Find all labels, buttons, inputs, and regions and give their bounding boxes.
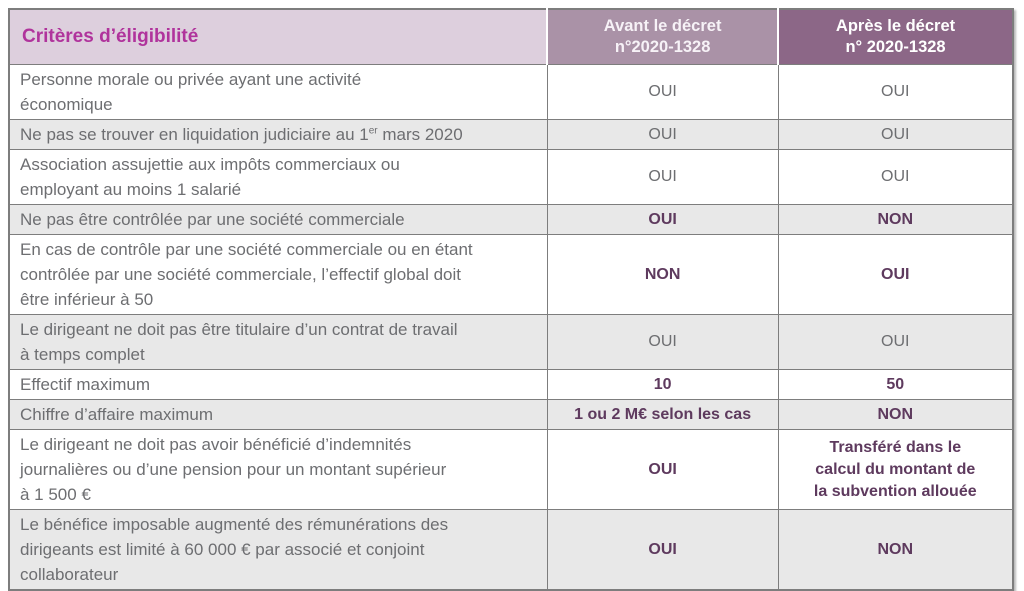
table-row: Association assujettie aux impôts commer…: [8, 149, 1014, 205]
apres-cell: NON: [777, 204, 1014, 235]
apres-cell: OUI: [777, 314, 1014, 370]
apres-cell: Transféré dans le calcul du montant de l…: [777, 429, 1014, 510]
table-row: Le dirigeant ne doit pas avoir bénéficié…: [8, 429, 1014, 510]
criteria-cell: Le bénéfice imposable augmenté des rémun…: [8, 509, 548, 591]
avant-cell: OUI: [546, 429, 779, 510]
avant-cell: OUI: [546, 509, 779, 591]
avant-cell: NON: [546, 234, 779, 315]
avant-cell: OUI: [546, 204, 779, 235]
table-row: Ne pas se trouver en liquidation judicia…: [8, 119, 1014, 150]
criteria-cell: Le dirigeant ne doit pas être titulaire …: [8, 314, 548, 370]
apres-cell: OUI: [777, 234, 1014, 315]
criteria-cell: Le dirigeant ne doit pas avoir bénéficié…: [8, 429, 548, 510]
criteria-header: Critères d’éligibilité: [9, 9, 548, 65]
criteria-text: mars 2020: [377, 125, 463, 144]
avant-cell: 10: [546, 369, 779, 400]
criteria-text: Ne pas se trouver en liquidation judicia…: [20, 125, 369, 144]
criteria-cell: En cas de contrôle par une société comme…: [8, 234, 548, 315]
avant-decret-header: Avant le décret n°2020-1328: [546, 9, 779, 65]
table-row: En cas de contrôle par une société comme…: [8, 234, 1014, 315]
apres-cell: NON: [777, 399, 1014, 430]
avant-cell: OUI: [546, 64, 779, 120]
apres-cell: OUI: [777, 64, 1014, 120]
table-header: Critères d’éligibilité Avant le décret n…: [9, 9, 1013, 65]
apres-cell: OUI: [777, 149, 1014, 205]
table-row: Ne pas être contrôlée par une société co…: [8, 204, 1014, 235]
criteria-cell: Chiffre d’affaire maximum: [8, 399, 548, 430]
apres-cell: NON: [777, 509, 1014, 591]
criteria-cell: Effectif maximum: [8, 369, 548, 400]
table-row: Le bénéfice imposable augmenté des rémun…: [8, 509, 1014, 591]
header-row: Critères d’éligibilité Avant le décret n…: [9, 9, 1013, 65]
ordinal-superscript: er: [368, 125, 378, 137]
table-row: Le dirigeant ne doit pas être titulaire …: [8, 314, 1014, 370]
avant-cell: 1 ou 2 M€ selon les cas: [546, 399, 779, 430]
eligibility-table: Critères d’éligibilité Avant le décret n…: [8, 8, 1014, 591]
apres-decret-header: Après le décret n° 2020-1328: [777, 9, 1013, 65]
criteria-cell: Ne pas se trouver en liquidation judicia…: [8, 119, 548, 150]
avant-cell: OUI: [546, 119, 779, 150]
table-body: Personne morale ou privée ayant une acti…: [8, 64, 1014, 591]
avant-cell: OUI: [546, 314, 779, 370]
apres-cell: 50: [777, 369, 1014, 400]
avant-cell: OUI: [546, 149, 779, 205]
criteria-cell: Ne pas être contrôlée par une société co…: [8, 204, 548, 235]
criteria-cell: Association assujettie aux impôts commer…: [8, 149, 548, 205]
criteria-cell: Personne morale ou privée ayant une acti…: [8, 64, 548, 120]
table-row: Effectif maximum 10 50: [8, 369, 1014, 400]
apres-cell: OUI: [777, 119, 1014, 150]
table-row: Personne morale ou privée ayant une acti…: [8, 64, 1014, 120]
table-row: Chiffre d’affaire maximum 1 ou 2 M€ selo…: [8, 399, 1014, 430]
